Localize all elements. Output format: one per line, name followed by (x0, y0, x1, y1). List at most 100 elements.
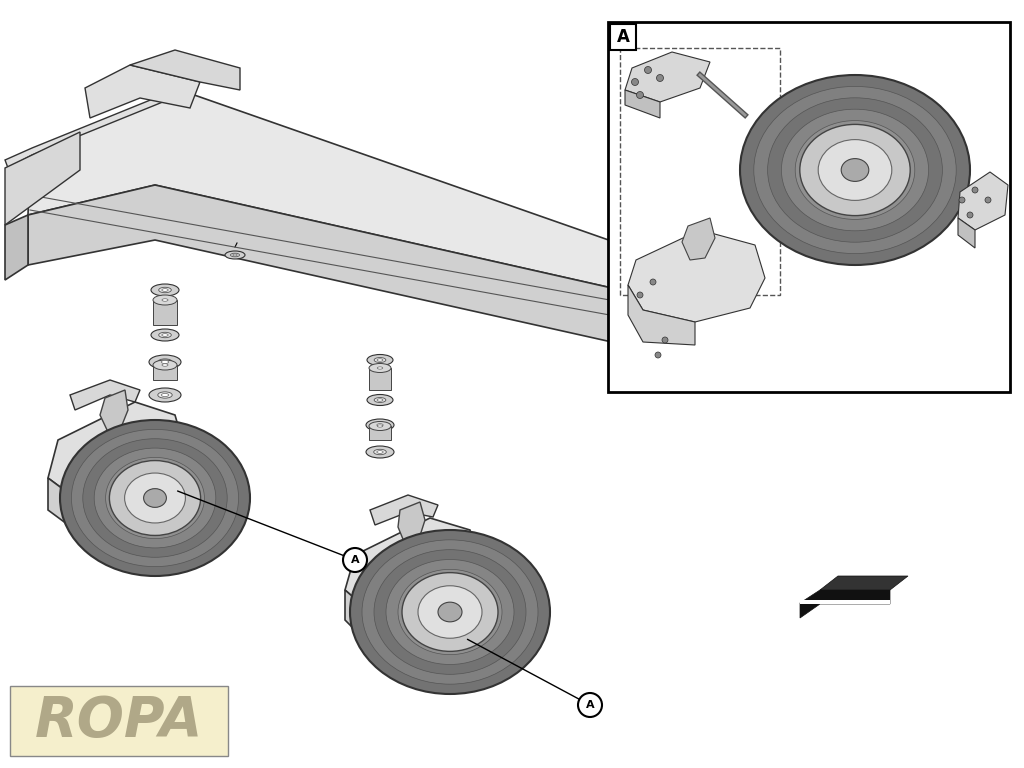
Circle shape (967, 212, 973, 218)
Polygon shape (48, 402, 185, 500)
Ellipse shape (153, 360, 177, 370)
Bar (608, 22, 1010, 392)
Ellipse shape (162, 360, 169, 363)
Circle shape (343, 548, 367, 572)
Circle shape (637, 91, 643, 98)
Circle shape (655, 352, 662, 358)
Ellipse shape (818, 140, 892, 200)
Ellipse shape (362, 540, 538, 684)
Ellipse shape (162, 289, 168, 291)
Ellipse shape (232, 254, 238, 256)
Ellipse shape (72, 429, 239, 567)
Ellipse shape (151, 329, 179, 341)
Polygon shape (130, 50, 240, 90)
Ellipse shape (105, 458, 205, 538)
Ellipse shape (740, 75, 970, 265)
Ellipse shape (110, 461, 201, 535)
Polygon shape (369, 368, 391, 390)
Ellipse shape (841, 159, 868, 181)
Polygon shape (70, 380, 140, 410)
Ellipse shape (159, 333, 171, 338)
Ellipse shape (377, 451, 383, 453)
Circle shape (578, 693, 602, 717)
Polygon shape (958, 218, 975, 248)
Ellipse shape (143, 488, 166, 508)
Polygon shape (820, 576, 908, 590)
Polygon shape (665, 265, 740, 370)
Circle shape (650, 279, 656, 285)
Ellipse shape (159, 287, 171, 293)
Ellipse shape (162, 393, 169, 396)
Ellipse shape (367, 355, 393, 366)
Ellipse shape (374, 550, 526, 674)
Ellipse shape (800, 124, 910, 216)
Ellipse shape (377, 399, 383, 401)
Polygon shape (28, 185, 670, 355)
Polygon shape (85, 65, 200, 118)
Polygon shape (628, 285, 695, 345)
Bar (800, 600, 890, 604)
Ellipse shape (125, 473, 185, 523)
Circle shape (656, 74, 664, 81)
Ellipse shape (398, 569, 502, 654)
Circle shape (985, 197, 991, 203)
Polygon shape (345, 518, 478, 612)
Ellipse shape (151, 284, 179, 296)
Circle shape (972, 187, 978, 193)
Polygon shape (28, 90, 680, 300)
Ellipse shape (225, 251, 245, 259)
Polygon shape (710, 262, 790, 370)
Polygon shape (5, 215, 28, 280)
Polygon shape (345, 590, 420, 645)
Polygon shape (625, 52, 710, 102)
Polygon shape (958, 172, 1008, 230)
Polygon shape (153, 365, 177, 380)
Ellipse shape (386, 560, 514, 664)
Circle shape (959, 197, 965, 203)
Ellipse shape (369, 422, 391, 431)
Polygon shape (800, 590, 890, 618)
Ellipse shape (374, 358, 386, 362)
Ellipse shape (369, 363, 391, 372)
Ellipse shape (94, 448, 216, 548)
Ellipse shape (150, 388, 181, 402)
Ellipse shape (230, 253, 240, 257)
Ellipse shape (377, 367, 383, 369)
Polygon shape (628, 230, 765, 322)
Ellipse shape (374, 449, 386, 455)
Text: A: A (350, 555, 359, 565)
Ellipse shape (162, 364, 168, 366)
Text: A: A (616, 28, 630, 46)
Polygon shape (5, 132, 80, 225)
Circle shape (632, 78, 639, 85)
Ellipse shape (158, 359, 172, 365)
Polygon shape (100, 390, 128, 432)
Ellipse shape (150, 355, 181, 369)
Ellipse shape (438, 602, 462, 622)
Polygon shape (682, 218, 715, 260)
Polygon shape (370, 495, 438, 525)
Ellipse shape (162, 299, 168, 301)
Ellipse shape (60, 420, 250, 576)
Ellipse shape (350, 530, 550, 694)
Circle shape (637, 292, 643, 298)
Ellipse shape (374, 422, 386, 428)
Polygon shape (398, 502, 425, 544)
Polygon shape (5, 88, 180, 168)
Polygon shape (625, 90, 660, 118)
Text: A: A (586, 700, 594, 710)
Ellipse shape (366, 446, 394, 458)
Ellipse shape (83, 439, 227, 558)
Bar (10, 686, 228, 756)
Ellipse shape (367, 395, 393, 406)
Ellipse shape (158, 392, 172, 398)
Polygon shape (48, 478, 130, 530)
Ellipse shape (377, 424, 383, 426)
Text: ROPA: ROPA (35, 694, 203, 748)
Bar (610, 24, 636, 50)
Polygon shape (369, 426, 391, 440)
Ellipse shape (418, 586, 482, 638)
Ellipse shape (768, 98, 942, 242)
Polygon shape (153, 300, 177, 325)
Ellipse shape (377, 425, 383, 427)
